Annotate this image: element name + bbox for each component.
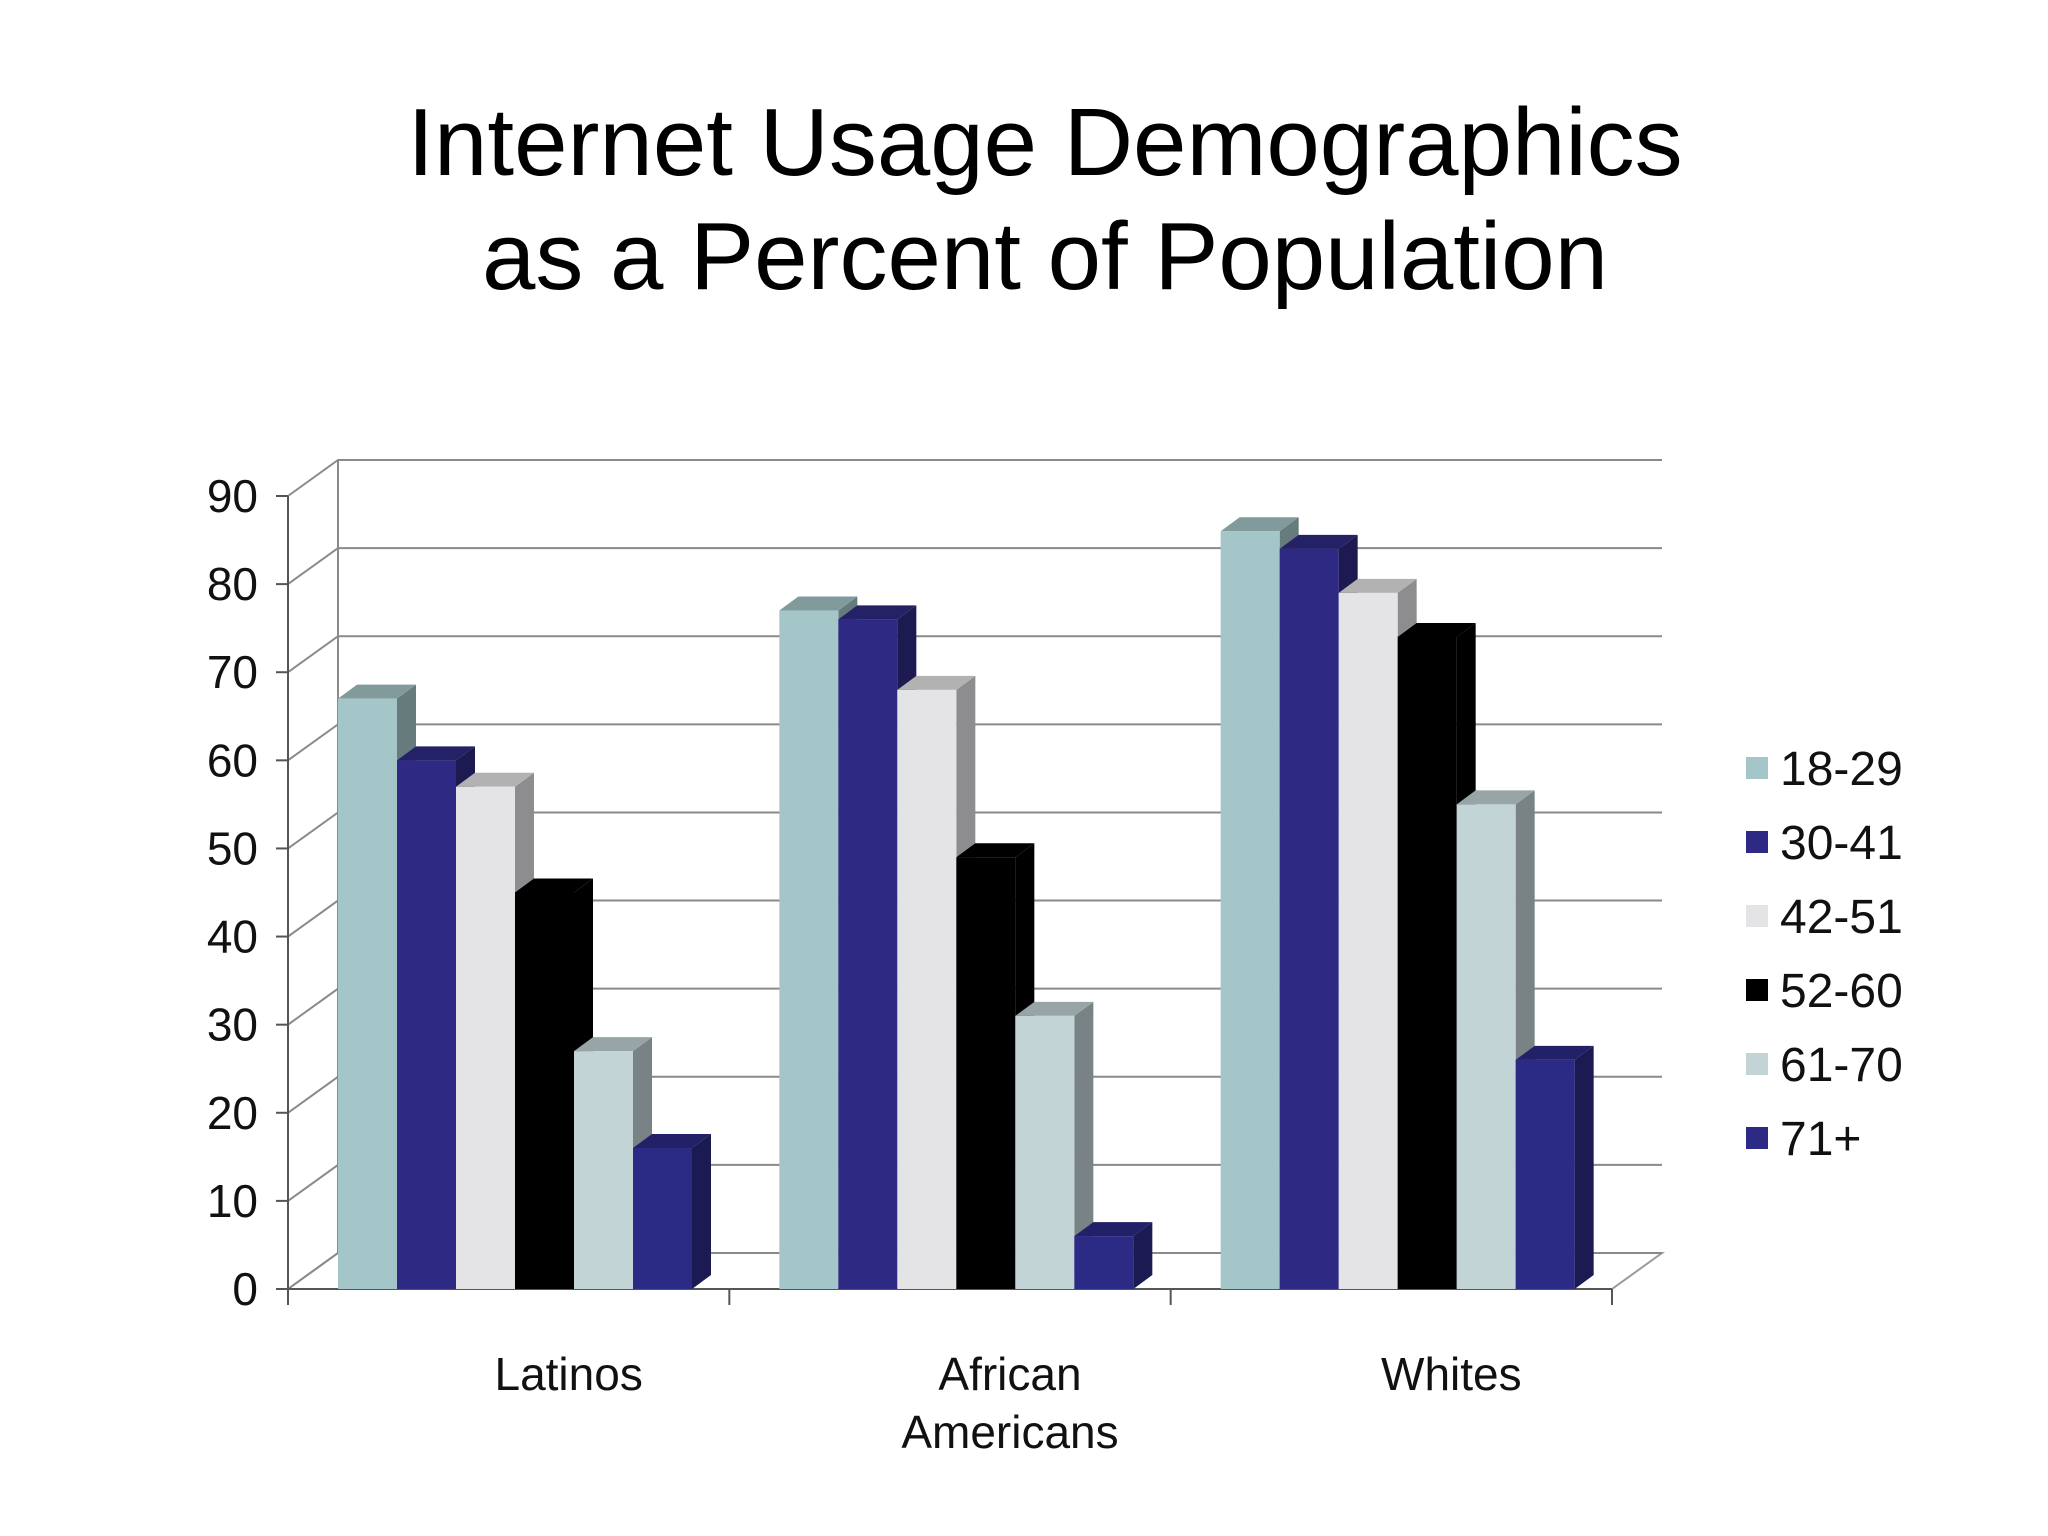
x-tick-label-line: Whites: [1381, 1348, 1522, 1400]
bar: [1220, 531, 1280, 1289]
gridline: [287, 547, 1662, 585]
legend-swatch: [1746, 1053, 1768, 1075]
bar-top: [1220, 517, 1299, 532]
bar-top: [574, 1037, 652, 1052]
bar: [1456, 804, 1516, 1289]
chart-title: Internet Usage Demographics as a Percent…: [0, 86, 2048, 314]
legend-item-30-41: 30-41: [1746, 817, 1903, 870]
bar-61-70-african-americans: [1015, 1001, 1094, 1289]
bar-71+-whites: [1515, 1045, 1594, 1289]
legend-swatch: [1746, 757, 1768, 779]
y-tick-label: 70: [207, 646, 258, 698]
bar: [1074, 1236, 1134, 1289]
y-tick-label: 50: [207, 822, 258, 874]
y-tick-label: 0: [232, 1263, 258, 1315]
bar-side: [1574, 1045, 1594, 1289]
bar-top: [1456, 790, 1535, 805]
legend-item-18-29: 18-29: [1746, 743, 1903, 796]
bar-top: [897, 675, 976, 690]
bar-side: [1074, 1001, 1094, 1289]
bar-71+-african-americans: [1074, 1222, 1153, 1289]
legend-item-61-70: 61-70: [1746, 1039, 1903, 1092]
bar: [338, 698, 397, 1289]
x-tick-label: African Americans: [901, 1348, 1118, 1458]
x-tick-label: Latinos: [494, 1348, 642, 1400]
bar-top: [338, 684, 416, 699]
legend-item-52-60: 52-60: [1746, 965, 1903, 1018]
legend-swatch: [1746, 905, 1768, 927]
bar: [456, 786, 515, 1289]
bar-top: [456, 772, 534, 787]
bar: [956, 857, 1016, 1289]
bar-top: [1279, 534, 1358, 549]
bar-side: [692, 1134, 711, 1289]
bar-top: [956, 843, 1035, 858]
y-tick-label: 30: [207, 999, 258, 1051]
bar-71+-latinos: [633, 1134, 711, 1289]
bar: [574, 1051, 633, 1289]
bar-top: [1338, 578, 1417, 593]
x-tick-label-line: Americans: [901, 1406, 1118, 1458]
bar-top: [1015, 1001, 1094, 1016]
legend-label: 18-29: [1780, 743, 1903, 796]
bar-top: [1397, 622, 1476, 637]
y-tick-label: 90: [207, 470, 258, 522]
bar-top: [1515, 1045, 1594, 1060]
bar-top: [515, 878, 593, 893]
bar: [515, 892, 574, 1289]
bar: [1338, 592, 1398, 1289]
bar-61-70-whites: [1456, 790, 1535, 1289]
bar: [838, 619, 898, 1289]
bar-side: [1133, 1222, 1153, 1289]
y-tick-label: 10: [207, 1175, 258, 1227]
bar-top: [779, 596, 858, 611]
bar-top: [633, 1134, 711, 1149]
bar: [633, 1148, 692, 1289]
bar: [1397, 636, 1457, 1289]
bar: [397, 760, 456, 1289]
bar-top: [1074, 1222, 1153, 1237]
gridline: [287, 459, 1662, 497]
bar: [779, 610, 839, 1289]
legend-swatch: [1746, 1127, 1768, 1149]
bar: [1279, 548, 1339, 1289]
chart-title-line-1: Internet Usage Demographics: [407, 89, 1683, 196]
legend-label: 52-60: [1780, 965, 1903, 1018]
y-tick-label: 40: [207, 911, 258, 963]
legend-item-42-51: 42-51: [1746, 891, 1903, 944]
y-tick-label: 60: [207, 734, 258, 786]
y-tick-label: 80: [207, 558, 258, 610]
legend-label: 42-51: [1780, 891, 1903, 944]
bar: [897, 689, 957, 1289]
legend-item-71+: 71+: [1746, 1113, 1861, 1166]
bar: [1515, 1059, 1575, 1289]
chart-bars: [338, 517, 1594, 1289]
x-tick-label-line: African: [938, 1348, 1081, 1400]
chart-labels: 0 10 20 30 40 50 60 70 80 90 Latinos African America…: [207, 470, 1522, 1458]
chart-legend: 18-29 30-41 42-51 52-60 61-70 71+: [1746, 743, 1903, 1166]
legend-label: 71+: [1780, 1113, 1861, 1166]
x-tick-label: Whites: [1381, 1348, 1522, 1400]
bar: [1015, 1015, 1075, 1289]
y-tick-label: 20: [207, 1087, 258, 1139]
chart-title-line-2: as a Percent of Population: [481, 203, 1609, 310]
bar-top: [397, 746, 475, 761]
bar-top: [838, 605, 917, 620]
legend-label: 30-41: [1780, 817, 1903, 870]
legend-label: 61-70: [1780, 1039, 1903, 1092]
x-tick-label-line: Latinos: [494, 1348, 642, 1400]
legend-swatch: [1746, 979, 1768, 1001]
legend-swatch: [1746, 831, 1768, 853]
